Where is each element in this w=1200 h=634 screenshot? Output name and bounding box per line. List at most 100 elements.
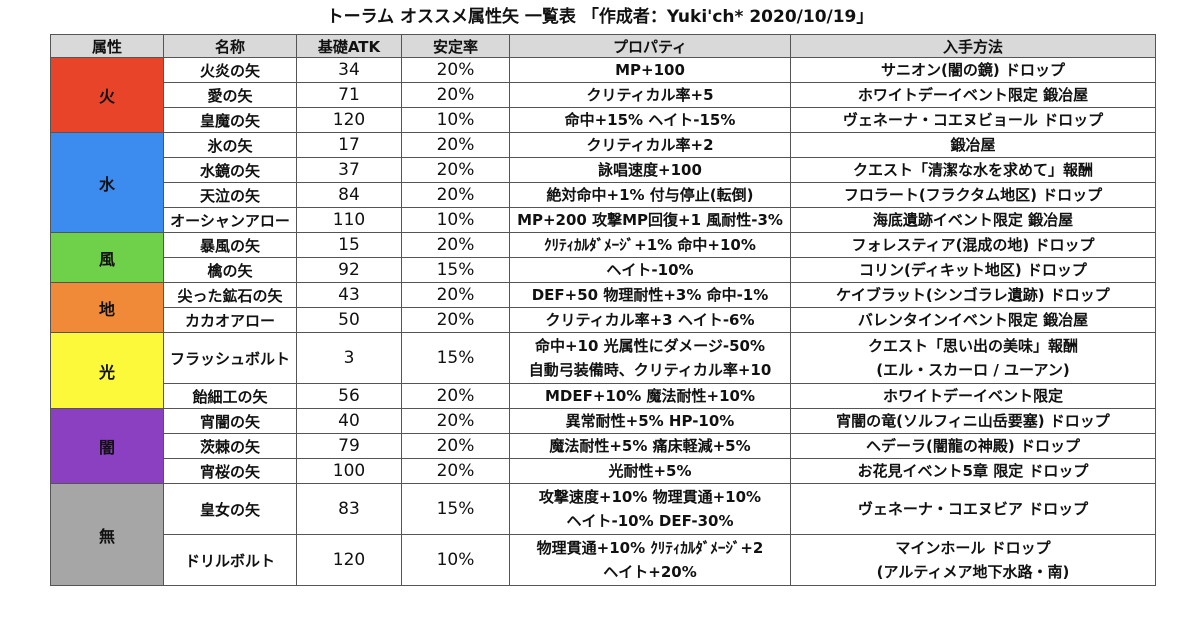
name-cell: オーシャンアロー (163, 207, 297, 233)
obtain-cell: 海底遺跡イベント限定 鍛冶屋 (790, 207, 1156, 233)
property-line: ヘイト-10% DEF-30% (566, 512, 734, 530)
table-row: オーシャンアロー 110 10% MP+200 攻撃MP回復+1 風耐性-3% 海底遺跡… (51, 207, 1156, 233)
property-cell: DEF+50 物理耐性+3% 命中-1% (509, 282, 791, 308)
name-cell: 天泣の矢 (163, 182, 297, 208)
property-cell: 命中+10 光属性にダメージ-50% 自動弓装備時、クリティカル率+10 (509, 332, 791, 384)
name-cell: 茨棘の矢 (163, 433, 297, 459)
obtain-line: ヴェネーナ・コエヌビョール ドロップ (842, 111, 1104, 129)
header-attribute: 属性 (50, 34, 164, 58)
table-row: カカオアロー 50 20% クリティカル率+3 ヘイト-6% バレンタインイベント限定 … (51, 307, 1156, 333)
property-cell: 攻撃速度+10% 物理貫通+10% ヘイト-10% DEF-30% (509, 483, 791, 535)
table-header: 属性 名称 基礎ATK 安定率 プロパティ 入手方法 (50, 34, 1156, 58)
atk-cell: 120 (296, 107, 402, 133)
property-cell: MDEF+10% 魔法耐性+10% (509, 383, 791, 409)
atk-cell: 92 (296, 257, 402, 283)
header-name: 名称 (163, 34, 297, 58)
property-cell: ヘイト-10% (509, 257, 791, 283)
name-cell: 暴風の矢 (163, 232, 297, 258)
property-line: クリティカル率+5 (586, 86, 714, 104)
property-line: ヘイト+20% (603, 563, 697, 581)
name-cell: 皇女の矢 (163, 483, 297, 535)
atk-cell: 83 (296, 483, 402, 535)
obtain-line: クエスト「思い出の美味」報酬 (867, 337, 1078, 355)
property-cell: クリティカル率+3 ヘイト-6% (509, 307, 791, 333)
property-cell: ｸﾘﾃｨｶﾙﾀﾞﾒｰｼﾞ+1% 命中+10% (509, 232, 791, 258)
obtain-line: マインホール ドロップ (895, 539, 1051, 557)
table-row: 水鏡の矢 37 20% 詠唱速度+100 クエスト「清潔な水を求めて」報酬 (51, 157, 1156, 183)
table-row: 水氷の矢 17 20% クリティカル率+2 鍛冶屋 (50, 132, 1156, 233)
stability-cell: 20% (401, 458, 510, 484)
property-line: 光耐性+5% (608, 462, 692, 480)
attribute-cell: 水 (50, 132, 164, 233)
atk-cell: 110 (296, 207, 402, 233)
stability-cell: 20% (401, 232, 510, 258)
obtain-line: クエスト「清潔な水を求めて」報酬 (852, 161, 1093, 179)
stability-cell: 20% (401, 82, 510, 108)
atk-cell: 50 (296, 307, 402, 333)
table-row: 愛の矢 71 20% クリティカル率+5 ホワイトデーイベント限定 鍛冶屋 (51, 82, 1156, 108)
property-line: クリティカル率+3 ヘイト-6% (545, 311, 755, 329)
property-cell: クリティカル率+5 (509, 82, 791, 108)
table-row: 地尖った鉱石の矢 43 20% DEF+50 物理耐性+3% 命中-1% ケイブラット(… (50, 282, 1156, 333)
obtain-cell: 宵闇の竜(ソルフィニ山岳要塞) ドロップ (790, 408, 1156, 434)
property-line: 自動弓装備時、クリティカル率+10 (528, 361, 772, 379)
table-row: 天泣の矢 84 20% 絶対命中+1% 付与停止(転倒) フロラート(フラクタム地区) … (51, 182, 1156, 208)
obtain-cell: フロラート(フラクタム地区) ドロップ (790, 182, 1156, 208)
property-cell: 異常耐性+5% HP-10% (509, 408, 791, 434)
property-line: MDEF+10% 魔法耐性+10% (544, 387, 756, 405)
table-row: 光フラッシュボルト 3 15% 命中+10 光属性にダメージ-50% 自動弓装備時、クリ… (50, 332, 1156, 409)
table-row: 風暴風の矢 15 20% ｸﾘﾃｨｶﾙﾀﾞﾒｰｼﾞ+1% 命中+10% フォレスティア(… (50, 232, 1156, 283)
atk-cell: 34 (296, 57, 402, 83)
atk-cell: 79 (296, 433, 402, 459)
obtain-line: ケイブラット(シンゴラレ遺跡) ドロップ (836, 286, 1110, 304)
stability-cell: 20% (401, 132, 510, 158)
name-cell: 皇魔の矢 (163, 107, 297, 133)
stability-cell: 10% (401, 534, 510, 586)
arrow-table: 属性 名称 基礎ATK 安定率 プロパティ 入手方法 火火炎の矢 34 20% MP+… (50, 34, 1156, 586)
atk-cell: 40 (296, 408, 402, 434)
property-line: DEF+50 物理耐性+3% 命中-1% (531, 286, 769, 304)
name-cell: 宵闇の矢 (163, 408, 297, 434)
obtain-line: 宵闇の竜(ソルフィニ山岳要塞) ドロップ (836, 412, 1110, 430)
property-line: 魔法耐性+5% 痛床軽減+5% (549, 437, 751, 455)
name-cell: 水鏡の矢 (163, 157, 297, 183)
obtain-line: (アルティメア地下水路・南) (876, 563, 1070, 581)
obtain-line: ホワイトデーイベント限定 (882, 387, 1063, 405)
stability-cell: 20% (401, 433, 510, 459)
obtain-cell: マインホール ドロップ (アルティメア地下水路・南) (790, 534, 1156, 586)
property-line: 命中+10 光属性にダメージ-50% (534, 337, 766, 355)
obtain-cell: バレンタインイベント限定 鍛冶屋 (790, 307, 1156, 333)
obtain-cell: サニオン(闇の鏡) ドロップ (790, 57, 1156, 83)
property-line: クリティカル率+2 (586, 136, 714, 154)
name-cell: 尖った鉱石の矢 (163, 282, 297, 308)
stability-cell: 15% (401, 483, 510, 535)
atk-cell: 15 (296, 232, 402, 258)
obtain-cell: ホワイトデーイベント限定 (790, 383, 1156, 409)
stability-cell: 10% (401, 107, 510, 133)
property-line: 物理貫通+10% ｸﾘﾃｨｶﾙﾀﾞﾒｰｼﾞ+2 (536, 539, 764, 557)
name-cell: カカオアロー (163, 307, 297, 333)
property-cell: 光耐性+5% (509, 458, 791, 484)
property-line: 詠唱速度+100 (598, 161, 702, 179)
obtain-line: ヴェネーナ・コエヌビア ドロップ (857, 500, 1089, 518)
atk-cell: 17 (296, 132, 402, 158)
property-cell: MP+100 (509, 57, 791, 83)
obtain-line: 海底遺跡イベント限定 鍛冶屋 (872, 211, 1074, 229)
attribute-cell: 火 (50, 57, 164, 133)
property-cell: 詠唱速度+100 (509, 157, 791, 183)
property-line: 異常耐性+5% HP-10% (565, 412, 735, 430)
obtain-line: フォレスティア(混成の地) ドロップ (851, 236, 1095, 254)
stability-cell: 15% (401, 257, 510, 283)
obtain-line: お花見イベント5章 限定 ドロップ (857, 462, 1089, 480)
property-line: MP+200 攻撃MP回復+1 風耐性-3% (517, 211, 783, 229)
property-line: 絶対命中+1% 付与停止(転倒) (546, 186, 754, 204)
obtain-line: バレンタインイベント限定 鍛冶屋 (857, 311, 1089, 329)
obtain-cell: ヘデーラ(闇龍の神殿) ドロップ (790, 433, 1156, 459)
atk-cell: 100 (296, 458, 402, 484)
obtain-cell: ケイブラット(シンゴラレ遺跡) ドロップ (790, 282, 1156, 308)
table-body: 火火炎の矢 34 20% MP+100 サニオン(闇の鏡) ドロップ 愛の矢 71 20% クリ… (50, 57, 1156, 586)
obtain-line: (エル・スカーロ / ユーアン) (876, 361, 1070, 379)
header-atk: 基礎ATK (296, 34, 402, 58)
attribute-cell: 闇 (50, 408, 164, 484)
property-cell: 物理貫通+10% ｸﾘﾃｨｶﾙﾀﾞﾒｰｼﾞ+2 ヘイト+20% (509, 534, 791, 586)
